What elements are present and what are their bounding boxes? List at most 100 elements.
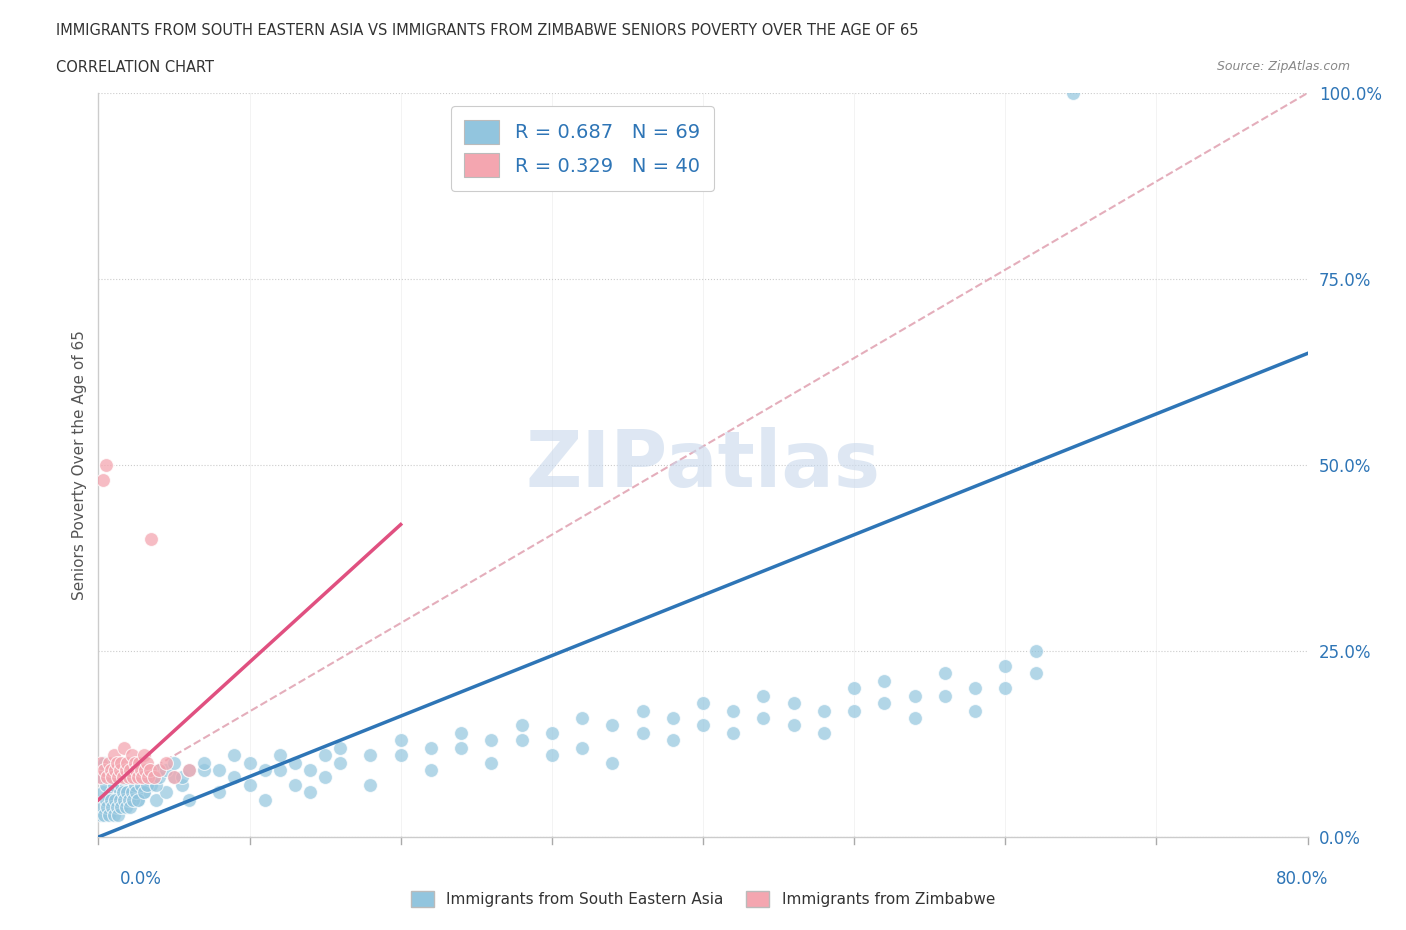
Point bbox=[120, 800, 142, 815]
Text: 0.0%: 0.0% bbox=[120, 870, 162, 888]
Point bbox=[98, 755, 121, 770]
Point bbox=[299, 785, 322, 800]
Point bbox=[124, 777, 146, 792]
Point bbox=[314, 770, 336, 785]
Point bbox=[108, 792, 131, 807]
Point bbox=[450, 725, 472, 740]
Point bbox=[93, 807, 115, 822]
Point bbox=[360, 748, 382, 763]
Point bbox=[208, 785, 231, 800]
Point bbox=[965, 681, 987, 696]
Point bbox=[115, 785, 138, 800]
Point bbox=[139, 763, 162, 777]
Point bbox=[112, 740, 135, 755]
Point bbox=[299, 763, 322, 777]
Point bbox=[148, 763, 170, 777]
Point bbox=[692, 718, 714, 733]
Point bbox=[112, 792, 135, 807]
Point bbox=[118, 770, 141, 785]
Point bbox=[994, 681, 1017, 696]
Point bbox=[571, 711, 593, 725]
Point bbox=[208, 763, 231, 777]
Point bbox=[179, 763, 201, 777]
Point bbox=[111, 770, 134, 785]
Point bbox=[93, 763, 115, 777]
Point bbox=[163, 770, 186, 785]
Point bbox=[145, 777, 167, 792]
Point bbox=[934, 666, 956, 681]
Point bbox=[844, 703, 866, 718]
Point bbox=[120, 763, 142, 777]
Point bbox=[114, 763, 136, 777]
Point bbox=[224, 748, 246, 763]
Point bbox=[904, 711, 927, 725]
Point bbox=[98, 807, 121, 822]
Point bbox=[107, 770, 129, 785]
Point bbox=[135, 777, 157, 792]
Point bbox=[783, 718, 806, 733]
Point bbox=[129, 777, 152, 792]
Point bbox=[873, 673, 896, 688]
Point bbox=[481, 755, 503, 770]
Point bbox=[873, 696, 896, 711]
Point bbox=[540, 725, 562, 740]
Point bbox=[96, 763, 118, 777]
Point bbox=[94, 777, 117, 792]
Point bbox=[127, 792, 149, 807]
Point bbox=[104, 763, 127, 777]
Text: ZIPatlas: ZIPatlas bbox=[526, 427, 880, 503]
Point bbox=[155, 763, 177, 777]
Point bbox=[122, 792, 145, 807]
Point bbox=[110, 800, 132, 815]
Point bbox=[155, 785, 177, 800]
Point bbox=[481, 733, 503, 748]
Point bbox=[269, 763, 291, 777]
Point bbox=[125, 770, 148, 785]
Point bbox=[571, 740, 593, 755]
Point bbox=[104, 763, 127, 777]
Point bbox=[108, 763, 131, 777]
Point bbox=[112, 792, 135, 807]
Point bbox=[994, 658, 1017, 673]
Point bbox=[141, 777, 163, 792]
Point bbox=[91, 800, 114, 815]
Point bbox=[420, 763, 443, 777]
Point bbox=[510, 733, 533, 748]
Point bbox=[389, 733, 412, 748]
Point bbox=[134, 763, 156, 777]
Point bbox=[844, 681, 866, 696]
Point bbox=[129, 763, 152, 777]
Point bbox=[148, 763, 170, 777]
Point bbox=[110, 755, 132, 770]
Point bbox=[118, 792, 141, 807]
Point bbox=[111, 763, 134, 777]
Point bbox=[1062, 86, 1084, 100]
Point bbox=[193, 763, 215, 777]
Point bbox=[136, 770, 159, 785]
Point bbox=[813, 703, 835, 718]
Point bbox=[120, 792, 142, 807]
Point bbox=[114, 800, 136, 815]
Point bbox=[104, 792, 127, 807]
Point bbox=[101, 785, 124, 800]
Point bbox=[111, 785, 134, 800]
Point bbox=[135, 770, 157, 785]
Point bbox=[100, 763, 122, 777]
Point bbox=[131, 770, 153, 785]
Point bbox=[101, 770, 124, 785]
Point bbox=[89, 770, 111, 785]
Point bbox=[125, 763, 148, 777]
Point bbox=[132, 748, 155, 763]
Point bbox=[103, 748, 125, 763]
Point bbox=[90, 755, 112, 770]
Point bbox=[101, 800, 124, 815]
Point bbox=[107, 770, 129, 785]
Point bbox=[239, 777, 262, 792]
Point bbox=[179, 792, 201, 807]
Point bbox=[1024, 644, 1046, 658]
Point bbox=[752, 688, 775, 703]
Point bbox=[631, 725, 654, 740]
Point bbox=[314, 748, 336, 763]
Point bbox=[239, 755, 262, 770]
Point bbox=[148, 770, 170, 785]
